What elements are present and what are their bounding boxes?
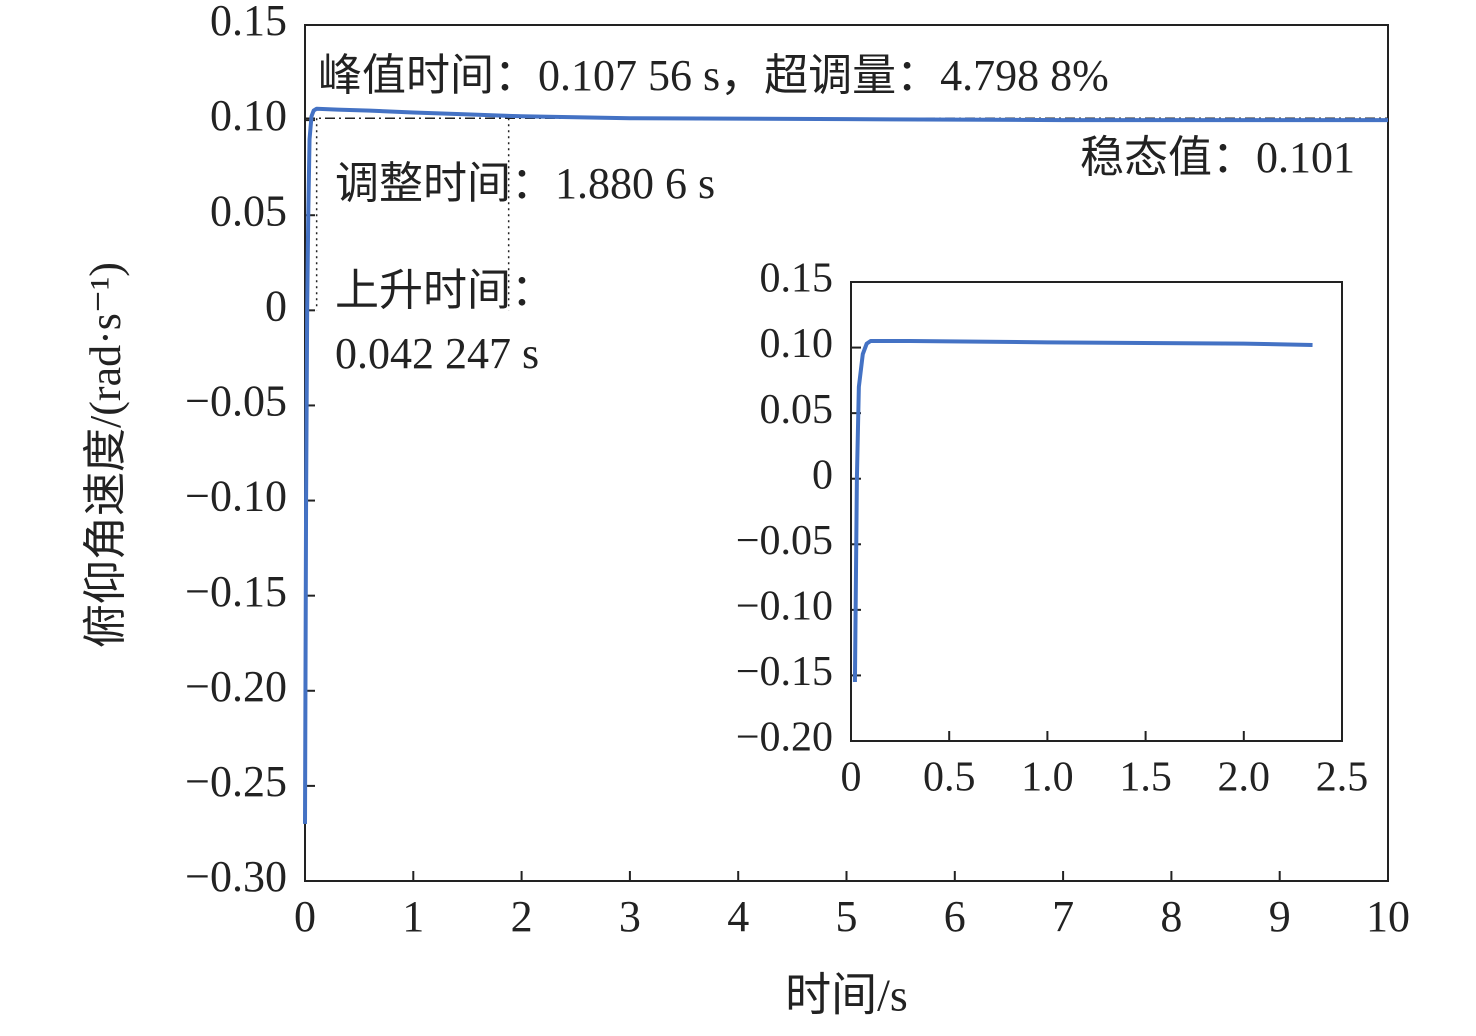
y-tick-label: −0.15 xyxy=(736,649,833,695)
annotation: 稳态值：0.101 xyxy=(1080,133,1355,182)
y-tick-label: 0 xyxy=(265,281,287,330)
x-tick-label: 0.5 xyxy=(923,755,976,801)
data-line xyxy=(303,106,1388,824)
y-tick-label: −0.10 xyxy=(736,583,833,629)
y-tick-label: 0.15 xyxy=(210,0,287,45)
x-tick-label: 1.0 xyxy=(1021,755,1074,801)
x-tick-label: 0 xyxy=(294,892,316,941)
x-tick-label: 6 xyxy=(944,892,966,941)
annotation: 峰值时间：0.107 56 s，超调量：4.798 8% xyxy=(318,51,1109,100)
y-tick-label: −0.25 xyxy=(185,757,287,806)
x-tick-label: 7 xyxy=(1052,892,1074,941)
data-line xyxy=(852,339,1313,683)
x-tick-label: 0 xyxy=(841,755,862,801)
x-tick-label: 4 xyxy=(727,892,749,941)
y-tick-label: 0.05 xyxy=(210,186,287,235)
x-tick-label: 10 xyxy=(1366,892,1410,941)
x-tick-label: 5 xyxy=(836,892,858,941)
annotation: 调整时间：1.880 6 s xyxy=(335,159,715,208)
annotation: 上升时间： xyxy=(335,266,555,315)
plot-frame xyxy=(850,281,1343,742)
y-tick-label: 0.05 xyxy=(760,387,834,433)
y-tick-label: 0.15 xyxy=(760,256,834,302)
y-tick-label: 0.10 xyxy=(210,91,287,140)
x-tick-label: 2 xyxy=(511,892,533,941)
x-tick-label: 9 xyxy=(1269,892,1291,941)
x-tick-label: 8 xyxy=(1160,892,1182,941)
x-tick-label: 2.0 xyxy=(1218,755,1271,801)
x-tick-label: 1.5 xyxy=(1119,755,1172,801)
y-tick-label: −0.20 xyxy=(736,715,833,761)
y-tick-label: −0.20 xyxy=(185,662,287,711)
x-axis-label: 时间/s xyxy=(785,970,908,1021)
y-tick-label: −0.30 xyxy=(185,852,287,901)
y-tick-label: −0.05 xyxy=(185,377,287,426)
y-tick-label: −0.15 xyxy=(185,567,287,616)
y-tick-label: 0 xyxy=(812,452,833,498)
y-tick-label: −0.10 xyxy=(185,472,287,521)
x-tick-label: 3 xyxy=(619,892,641,941)
y-tick-label: −0.05 xyxy=(736,518,833,564)
x-tick-label: 2.5 xyxy=(1316,755,1369,801)
y-tick-label: 0.10 xyxy=(760,321,834,367)
x-tick-label: 1 xyxy=(402,892,424,941)
y-axis-label: 俯仰角速度/(rad·s⁻¹) xyxy=(81,262,130,648)
annotation: 0.042 247 s xyxy=(335,329,539,378)
